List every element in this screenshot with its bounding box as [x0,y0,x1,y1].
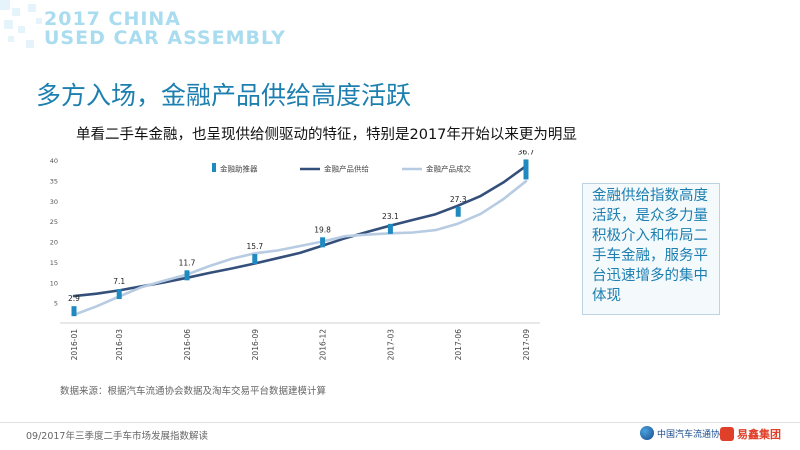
booster-data-label: 2.9 [68,294,80,303]
booster-bar [320,237,326,248]
data-source-note: 数据来源：根据汽车流通协会数据及淘车交易平台数据建模计算 [60,386,327,397]
booster-data-label: 11.7 [179,258,196,267]
x-tick-label: 2017-03 [386,329,395,361]
callout-box [582,183,720,315]
booster-bar [387,223,393,234]
decor-square [12,8,20,16]
x-tick-label: 2016-09 [251,329,260,361]
deal-line [72,179,528,317]
decor-square [26,40,34,48]
yixin-logo: 易鑫集团 [720,426,781,442]
association-logo: 中国汽车流通协会 [640,426,729,440]
x-tick-label: 2017-09 [522,329,531,361]
decor-square [18,26,25,33]
footer-caption: 09/2017年三季度二手车市场发展指数解读 [26,431,208,442]
decor-square [0,0,10,10]
y-tick-label: 30 [50,198,58,206]
header-band: 2017 CHINA USED CAR ASSEMBLY [0,0,800,62]
x-tick-label: 2016-03 [115,329,124,361]
event-logo-line1: 2017 CHINA [44,8,182,30]
slide-title: 多方入场，金融产品供给高度活跃 [36,81,412,110]
y-tick-label: 40 [50,157,58,165]
booster-data-label: 23.1 [382,212,399,221]
yixin-logo-icon [720,427,734,441]
legend-label-supply: 金融产品供给 [324,164,369,174]
booster-data-label: 19.8 [314,225,331,234]
decor-square [28,4,36,12]
booster-bar [252,254,258,265]
x-tick-label: 2016-01 [70,329,79,361]
event-logo: 2017 CHINA USED CAR ASSEMBLY [44,10,286,48]
booster-bar [184,270,190,281]
y-tick-label: 35 [50,177,58,185]
y-tick-label: 10 [50,279,58,287]
booster-data-label: 15.7 [246,242,263,251]
booster-bar [116,289,122,300]
y-tick-label: 5 [54,300,58,308]
decor-square [8,36,14,42]
y-tick-label: 15 [50,259,58,267]
association-logo-icon [640,426,654,440]
x-tick-label: 2017-06 [454,329,463,361]
slide-subtitle: 单看二手车金融，也呈现供给侧驱动的特征，特别是2017年开始以来更为明显 [76,127,577,143]
booster-bar [455,206,461,217]
footer-divider [0,422,800,423]
association-logo-text: 中国汽车流通协会 [657,429,730,440]
x-tick-label: 2016-06 [183,329,192,361]
yixin-logo-text: 易鑫集团 [737,428,781,441]
x-tick-label: 2016-12 [319,329,328,361]
decor-square [36,18,42,24]
booster-data-label: 7.1 [113,277,125,286]
booster-bar [523,159,529,180]
y-tick-label: 20 [50,239,58,247]
y-tick-label: 25 [50,218,58,226]
booster-bar [71,306,77,317]
booster-data-label: 27.3 [450,195,467,204]
supply-line [72,164,528,298]
index-chart: 5 10 15 20 25 30 35 40 2016-01 2016-03 2016-06 2016… [50,150,540,361]
callout-text: 金融供给指数高度活跃，是众多力量积极介入和布局二手车金融，服务平台迅速增多的集中… [592,188,708,304]
booster-data-label: 36.7 [518,150,535,156]
decor-square [4,20,13,29]
legend-swatch-booster [212,163,216,172]
legend-label-booster: 金融助推器 [220,164,258,174]
event-logo-line2: USED CAR ASSEMBLY [44,27,286,49]
legend-label-deal: 金融产品成交 [426,164,471,174]
